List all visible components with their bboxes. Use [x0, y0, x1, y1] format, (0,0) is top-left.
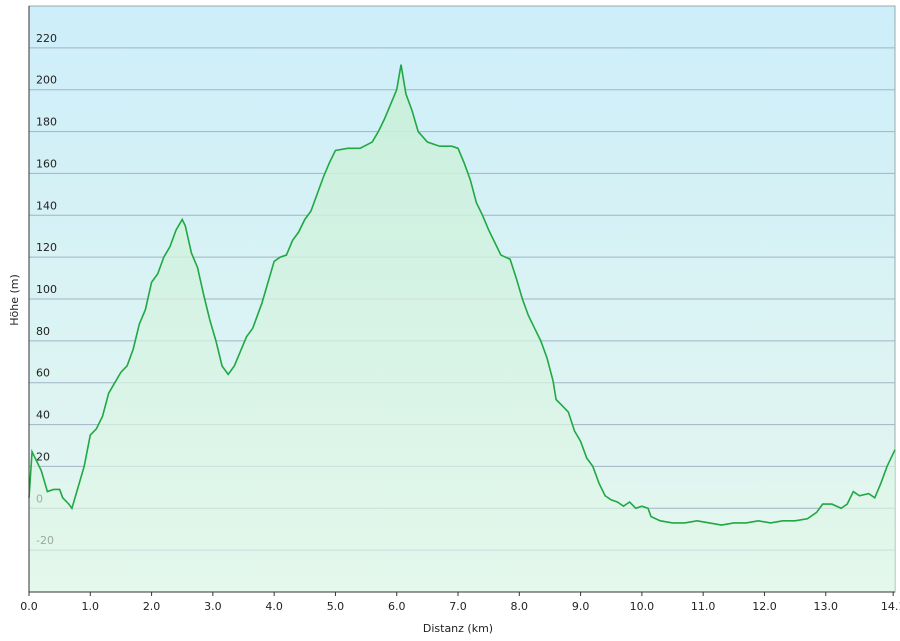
x-tick-label: 3.0	[204, 600, 222, 613]
x-tick-label: 11.0	[691, 600, 716, 613]
y-tick-label: 200	[36, 74, 57, 87]
x-tick-label: 1.0	[82, 600, 100, 613]
y-tick-label: 120	[36, 241, 57, 254]
x-tick-label: 14.1	[881, 600, 900, 613]
x-tick-label: 6.0	[388, 600, 406, 613]
y-tick-label: 20	[36, 450, 50, 463]
x-tick-label: 4.0	[265, 600, 283, 613]
y-tick-label: 180	[36, 116, 57, 129]
y-tick-label: 140	[36, 199, 57, 212]
x-tick-label: 10.0	[630, 600, 655, 613]
y-tick-label: 220	[36, 32, 57, 45]
y-tick-label: 160	[36, 157, 57, 170]
x-tick-label: 0.0	[20, 600, 38, 613]
y-axis-title: Höhe (m)	[8, 274, 21, 326]
y-tick-label: 100	[36, 283, 57, 296]
area-fill	[29, 64, 895, 593]
y-tick-label: 40	[36, 409, 50, 422]
x-tick-label: 8.0	[511, 600, 529, 613]
elevation-line	[28, 64, 896, 526]
x-tick-label: 2.0	[143, 600, 161, 613]
x-tick-label: 9.0	[572, 600, 590, 613]
x-tick-label: 7.0	[449, 600, 467, 613]
x-tick-label: 12.0	[752, 600, 777, 613]
y-tick-label: 60	[36, 367, 50, 380]
y-tick-label: 80	[36, 325, 50, 338]
x-axis-title: Distanz (km)	[423, 622, 493, 635]
x-tick-label: 5.0	[327, 600, 345, 613]
x-tick-label: 13.0	[813, 600, 838, 613]
